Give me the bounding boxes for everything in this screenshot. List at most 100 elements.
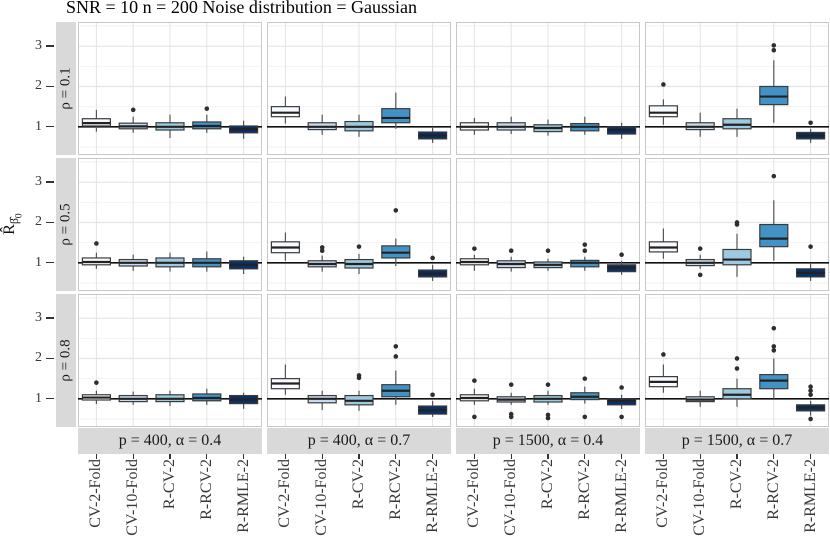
panel [456, 158, 640, 291]
outlier [508, 382, 514, 387]
y-tick-mark [46, 317, 54, 319]
x-tick-label: CV-10-Fold [313, 459, 331, 536]
outlier [472, 414, 477, 420]
outlier [430, 392, 435, 398]
x-tick-label: R-CV-2 [161, 459, 178, 510]
outlier [808, 388, 813, 394]
outlier [319, 248, 325, 253]
col-strip: p = 400, α = 0.7 [267, 428, 451, 454]
box [648, 105, 679, 118]
y-tick-mark [46, 262, 54, 264]
outlier [771, 348, 777, 353]
col-strip: p = 1500, α = 0.4 [456, 428, 640, 454]
outlier [619, 252, 624, 258]
panel [456, 22, 640, 155]
row-strip: ρ = 0.1 [56, 22, 76, 155]
outlier [771, 325, 777, 331]
outlier [582, 242, 588, 247]
x-tick-mark [169, 454, 171, 459]
panel [645, 158, 829, 291]
panel [456, 294, 640, 427]
outlier [508, 248, 514, 253]
panel [78, 158, 262, 291]
figure-title: SNR = 10 n = 200 Noise distribution = Ga… [66, 0, 417, 17]
y-tick-mark [46, 126, 54, 128]
y-tick-label: 2 [35, 350, 42, 366]
x-tick-mark [321, 454, 323, 459]
outlier [356, 373, 362, 378]
x-tick-mark [809, 454, 812, 459]
outlier [130, 107, 136, 113]
outlier [734, 366, 740, 371]
x-tick-label: R-RMLE-2 [234, 459, 252, 533]
col-strip: p = 400, α = 0.4 [78, 428, 262, 454]
y-tick-label: 3 [35, 174, 42, 190]
y-tick-label: 1 [35, 390, 42, 406]
y-tick-mark [46, 181, 54, 183]
x-tick-label: CV-2-Fold [465, 459, 483, 528]
box [722, 248, 752, 266]
outlier [582, 376, 588, 381]
y-tick-label: 1 [35, 118, 42, 134]
x-tick-mark [736, 454, 738, 459]
outlier [619, 414, 624, 420]
x-tick-label: R-CV-2 [728, 459, 745, 510]
outlier [808, 244, 813, 249]
outlier [808, 416, 813, 422]
row-strip-label: ρ = 0.1 [57, 67, 74, 110]
outlier [734, 356, 740, 361]
x-tick-label: CV-2-Fold [276, 459, 294, 528]
x-tick-mark [242, 454, 245, 459]
x-tick-label: CV-10-Fold [124, 459, 142, 536]
y-tick-mark [46, 398, 54, 400]
x-tick-label: R-RMLE-2 [612, 459, 630, 533]
outlier [619, 385, 624, 390]
x-tick-mark [95, 454, 98, 459]
outlier [472, 378, 477, 383]
x-tick-mark [773, 454, 775, 459]
panel [78, 294, 262, 427]
row-strip: ρ = 0.5 [56, 158, 76, 291]
panel [267, 294, 451, 427]
outlier [545, 412, 551, 418]
y-tick-mark [46, 221, 54, 224]
panel [78, 22, 262, 155]
y-tick-label: 1 [35, 254, 42, 270]
x-tick-mark [132, 454, 134, 459]
outlier [319, 245, 325, 250]
x-tick-mark [510, 454, 512, 459]
outlier [94, 380, 99, 385]
outlier [771, 173, 777, 179]
y-tick-mark [46, 45, 54, 47]
box [381, 108, 411, 124]
y-tick-mark [46, 85, 54, 88]
outlier [472, 246, 477, 251]
y-axis-label: R̂β̂0 [1, 213, 25, 235]
outlier [697, 246, 703, 251]
outlier [771, 344, 777, 349]
outlier [808, 120, 813, 126]
x-tick-mark [284, 454, 287, 459]
x-tick-mark [206, 454, 208, 459]
outlier [697, 272, 703, 278]
row-strip: ρ = 0.8 [56, 294, 76, 427]
outlier [94, 241, 99, 246]
box [759, 223, 789, 248]
outlier [661, 82, 666, 87]
outlier [393, 208, 399, 213]
outlier [734, 220, 740, 225]
panel [267, 158, 451, 291]
x-tick-label: CV-10-Fold [502, 459, 520, 536]
outlier [808, 392, 813, 398]
outlier [545, 248, 551, 253]
outlier [808, 384, 813, 389]
x-tick-mark [620, 454, 623, 459]
y-tick-label: 3 [35, 38, 42, 54]
x-tick-label: R-CV-2 [350, 459, 367, 510]
x-tick-mark [547, 454, 549, 459]
y-tick-label: 3 [35, 310, 42, 326]
x-tick-label: CV-10-Fold [691, 459, 709, 536]
outlier [661, 352, 666, 357]
outlier [771, 47, 777, 53]
